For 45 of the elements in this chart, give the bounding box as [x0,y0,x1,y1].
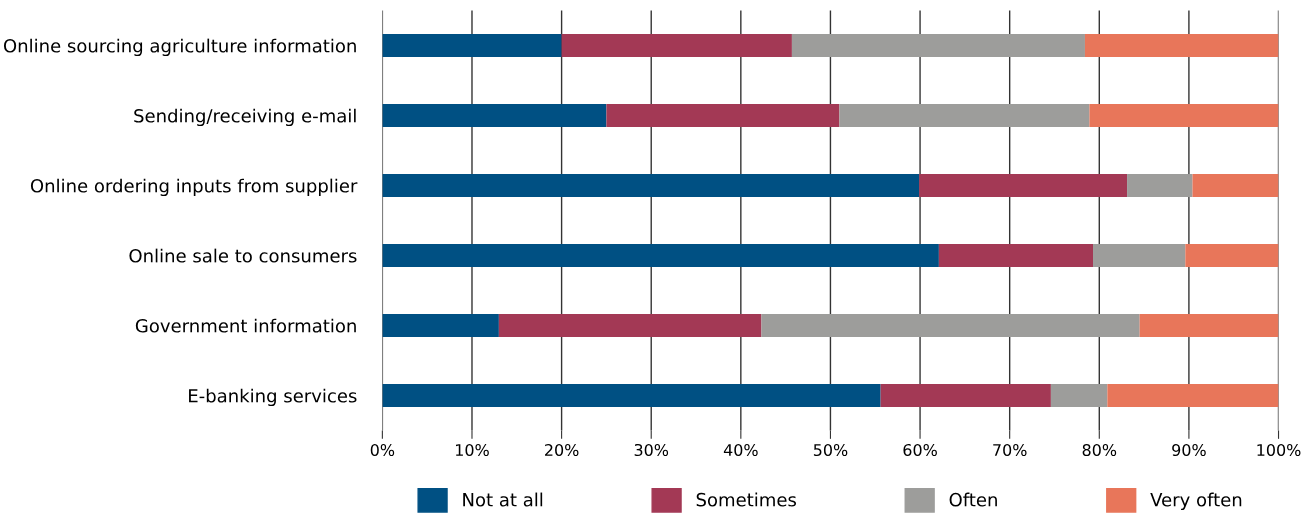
bar [382,243,939,268]
y-tick-label: E-banking services [189,388,357,407]
bar [1139,313,1279,338]
x-tick-label: 10% [455,443,489,457]
y-tick-label: Sending/receiving e-mail [134,108,356,127]
x-tick-label: 90% [1172,443,1206,457]
bar [839,103,1090,128]
bar [382,383,881,408]
x-tick-label: 40% [723,443,758,457]
bar [880,383,1051,408]
x-tick-label: 30% [634,443,669,457]
bar [1084,33,1279,58]
legend-label: Sometimes [696,492,797,507]
x-tick-label: 0% [370,443,395,457]
legend-label: Not at all [463,492,543,507]
bar [791,33,1085,58]
x-tick-label: 50% [813,443,848,457]
x-tick-label: 80% [1082,443,1117,457]
bar [1089,103,1279,128]
bar [382,33,562,58]
bar [938,243,1094,268]
bar [498,313,762,338]
bar [561,33,792,58]
y-tick-label: Online sale to consumers [129,248,357,263]
bar [1050,383,1108,408]
y-tick-label: Government information [135,318,356,333]
legend-label: Very often [1150,492,1242,511]
bar [1107,383,1279,408]
y-tick-label: Online ordering inputs from supplier [30,178,358,197]
y-tick-label: Online sourcing agriculture information [3,38,356,57]
bar [1127,173,1193,198]
bar [606,103,840,128]
x-tick-label: 100% [1257,443,1301,457]
bar [382,103,607,128]
bar [1192,173,1279,198]
bar [382,173,920,198]
legend-label: Often [949,492,997,507]
x-tick-label: 70% [993,443,1027,457]
bar [1185,243,1279,268]
bar [761,313,1140,338]
bar [919,173,1128,198]
x-tick-label: 60% [903,443,937,457]
bar [1093,243,1186,268]
x-tick-label: 20% [545,443,579,457]
bar [382,313,499,338]
